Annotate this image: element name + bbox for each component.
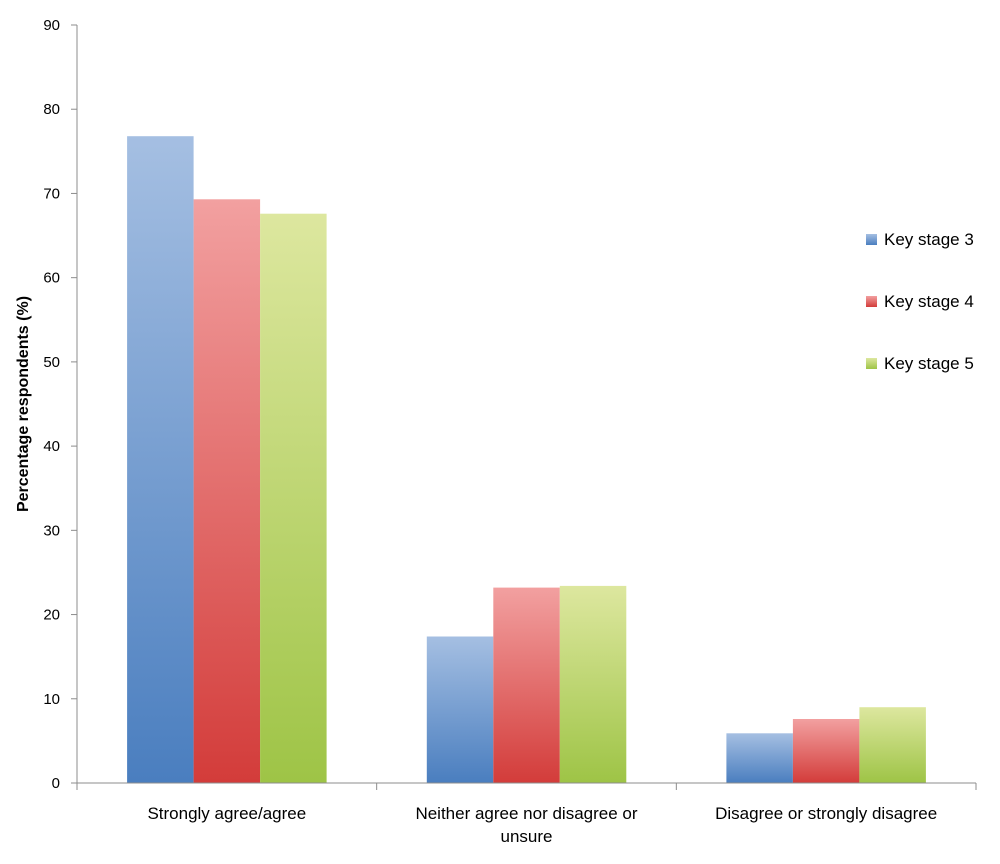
legend-swatch-3 (866, 358, 877, 369)
y-tick-label: 50 (43, 354, 60, 371)
bar-2-cat-1 (193, 199, 261, 784)
y-axis-title: Percentage respondents (%) (15, 296, 32, 512)
bar-2-cat-2 (493, 587, 560, 783)
bars-layer (127, 136, 926, 784)
y-tick-label: 20 (43, 607, 60, 624)
bar-1-cat-1 (127, 136, 194, 783)
axes-layer (71, 24, 977, 790)
legend-label-1: Key stage 3 (884, 230, 974, 249)
legend-label-2: Key stage 4 (884, 292, 974, 311)
legend: Key stage 3 Key stage 4 Key stage 5 (866, 230, 974, 373)
legend-swatch-1 (866, 234, 877, 245)
bar-1-cat-3 (726, 733, 793, 783)
bar-2-cat-3 (792, 719, 860, 783)
y-tick-label: 30 (43, 522, 60, 539)
y-tick-label: 70 (43, 185, 60, 202)
bar-3-cat-3 (859, 707, 926, 783)
bar-3-cat-2 (559, 585, 627, 783)
y-tick-label: 10 (43, 691, 60, 708)
x-category-label: Neither agree nor disagree or unsure (415, 804, 637, 846)
legend-label-3: Key stage 5 (884, 354, 974, 373)
bar-1-cat-2 (426, 636, 494, 783)
y-tick-label: 60 (43, 270, 60, 287)
y-tick-label: 0 (52, 775, 60, 792)
x-category-label: Strongly agree/agree (147, 804, 306, 823)
y-tick-label: 80 (43, 101, 60, 118)
labels-layer: 0 10 20 30 40 50 60 70 80 90 Strongly agree/agree N… (43, 17, 937, 846)
x-category-label: Disagree or strongly disagree (715, 804, 937, 823)
y-tick-label: 90 (43, 17, 60, 34)
bar-3-cat-1 (260, 213, 327, 783)
y-tick-label: 40 (43, 438, 60, 455)
legend-swatch-2 (866, 296, 877, 307)
